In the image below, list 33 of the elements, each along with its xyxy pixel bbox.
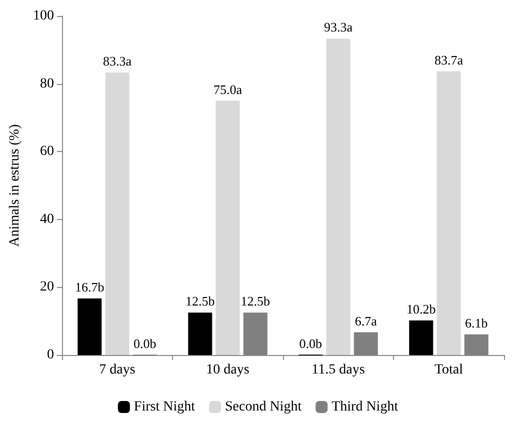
y-axis-title: Animals in estrus (%) <box>8 124 23 247</box>
y-tick-label: 0 <box>47 348 54 362</box>
data-label: 6.1b <box>464 315 488 330</box>
bar <box>78 298 102 355</box>
legend-label: Second Night <box>224 400 302 414</box>
data-label: 0.0b <box>299 336 322 351</box>
x-tick-label: 11.5 days <box>312 362 365 378</box>
y-tick-label: 100 <box>33 8 54 24</box>
data-label: 83.7a <box>434 52 464 68</box>
data-label: 16.7b <box>75 279 104 294</box>
legend-label: Third Night <box>332 400 398 414</box>
y-tick-label: 20 <box>40 280 54 295</box>
bar <box>216 100 240 355</box>
data-label: 12.5b <box>186 294 215 309</box>
data-label: 93.3a <box>324 20 353 35</box>
data-label: 6.7a <box>354 313 378 328</box>
y-tick-label: 60 <box>40 144 54 160</box>
bar <box>409 320 434 355</box>
bar <box>326 38 350 355</box>
y-tick-label: 80 <box>40 76 54 92</box>
data-label: 12.5b <box>240 294 270 309</box>
bar <box>188 312 212 355</box>
x-tick-label: 7 days <box>99 362 136 378</box>
x-tick-label: 10 days <box>206 362 250 378</box>
data-label: 75.0a <box>213 82 242 97</box>
legend-label: First Night <box>134 400 196 414</box>
bar <box>105 72 130 355</box>
y-tick-label: 40 <box>40 212 54 227</box>
bar <box>436 71 461 355</box>
data-label: 83.3a <box>102 54 132 69</box>
data-label: 0.0b <box>133 336 156 351</box>
x-tick-label: Total <box>434 362 464 378</box>
data-label: 10.2b <box>406 301 436 316</box>
